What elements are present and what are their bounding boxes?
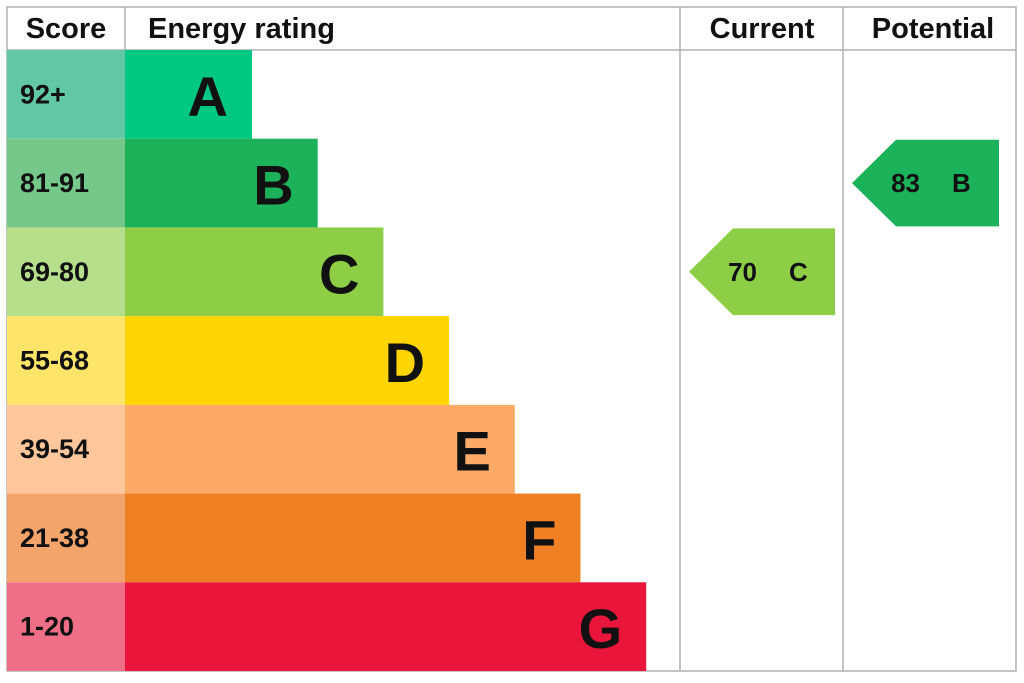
rating-bar bbox=[125, 582, 647, 671]
score-label: 81-91 bbox=[20, 168, 89, 198]
rating-letter: A bbox=[188, 65, 228, 128]
potential-arrow bbox=[852, 139, 999, 227]
current-arrow bbox=[689, 228, 835, 316]
score-cell bbox=[7, 404, 125, 494]
rating-letter: E bbox=[453, 420, 490, 483]
score-label: 39-54 bbox=[20, 434, 89, 464]
score-label: 92+ bbox=[20, 79, 66, 109]
score-cell bbox=[7, 493, 125, 583]
potential-value: 83 bbox=[891, 168, 920, 198]
rating-letter: C bbox=[319, 242, 359, 305]
header-rating: Energy rating bbox=[148, 13, 335, 45]
score-label: 21-38 bbox=[20, 523, 89, 553]
rating-bar bbox=[125, 50, 252, 139]
header-potential: Potential bbox=[872, 13, 994, 45]
rating-letter: D bbox=[385, 331, 425, 394]
score-cell bbox=[7, 50, 125, 139]
rating-letter: F bbox=[522, 508, 556, 571]
score-cell bbox=[7, 582, 125, 671]
potential-letter: B bbox=[952, 168, 971, 198]
current-value: 70 bbox=[728, 257, 757, 287]
score-label: 1-20 bbox=[20, 612, 74, 642]
score-cell bbox=[7, 316, 125, 405]
rating-bar bbox=[125, 227, 384, 317]
current-letter: C bbox=[789, 257, 808, 287]
rating-bar bbox=[125, 493, 581, 583]
rating-bar bbox=[125, 138, 318, 228]
rating-bar bbox=[125, 404, 515, 494]
header-score: Score bbox=[26, 13, 107, 45]
score-cell bbox=[7, 227, 125, 317]
rating-letter: B bbox=[253, 154, 293, 217]
score-label: 55-68 bbox=[20, 346, 89, 376]
header-current: Current bbox=[710, 13, 815, 45]
score-cell bbox=[7, 138, 125, 228]
rating-letter: G bbox=[579, 597, 623, 660]
score-label: 69-80 bbox=[20, 257, 89, 287]
rating-bar bbox=[125, 316, 450, 405]
